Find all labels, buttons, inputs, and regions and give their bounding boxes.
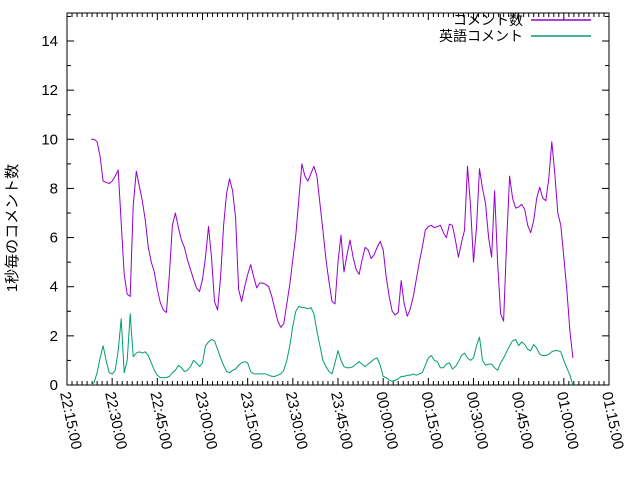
x-axis-tick-label: 01:15:00 <box>598 390 627 451</box>
x-axis-tick-label: 00:45:00 <box>508 390 537 451</box>
series-line-comments <box>91 138 574 359</box>
x-axis-tick-label: 22:30:00 <box>101 390 130 451</box>
x-axis-tick-label: 00:00:00 <box>372 390 401 451</box>
series-line-english <box>90 305 574 386</box>
y-axis-tick-label: 14 <box>41 33 58 50</box>
x-axis-tick-label: 23:15:00 <box>237 390 266 451</box>
y-axis-tick-label: 4 <box>50 279 58 296</box>
x-axis-tick-label: 22:15:00 <box>56 390 85 451</box>
y-axis-tick-label: 0 <box>50 377 58 394</box>
x-axis-tick-label: 01:00:00 <box>553 390 582 451</box>
y-axis-tick-label: 10 <box>41 131 58 148</box>
y-axis-tick-label: 8 <box>50 180 58 197</box>
x-axis-tick-label: 00:30:00 <box>463 390 492 451</box>
x-axis-tick-label: 23:00:00 <box>192 390 221 451</box>
x-axis-tick-label: 00:15:00 <box>417 390 446 451</box>
y-axis-tick-label: 12 <box>41 82 58 99</box>
plot-border <box>66 12 610 386</box>
plot-area: 22:15:00 22:30:00 22:45:00 23:00:00 23:15:00… <box>41 12 627 451</box>
x-axis-tick-label: 23:30:00 <box>282 390 311 451</box>
y-axis-tick-label: 6 <box>50 230 58 247</box>
y-axis-tick-label: 2 <box>50 328 58 345</box>
legend-label-english: 英語コメント <box>439 28 523 44</box>
legend: コメント数 英語コメント <box>439 12 591 44</box>
x-axis-tick-label: 23:45:00 <box>327 390 356 451</box>
x-axis-tick-label: 22:45:00 <box>146 390 175 451</box>
legend-label-comments: コメント数 <box>453 12 523 28</box>
y-axis-title: 1秒毎のコメント数 <box>4 164 21 292</box>
